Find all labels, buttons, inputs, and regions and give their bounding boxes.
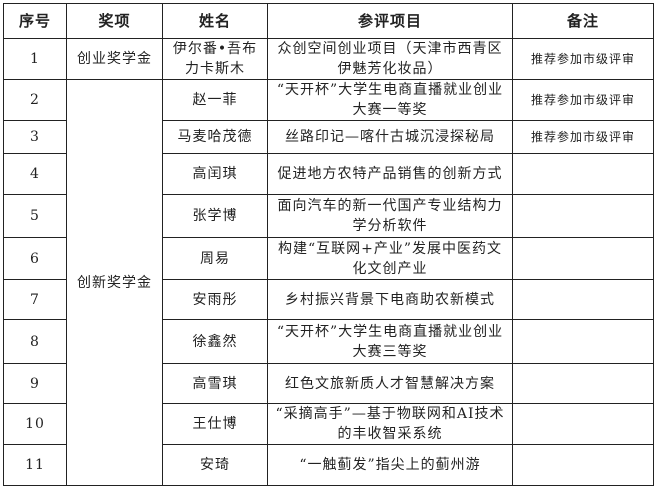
project-title: 乡村振兴背景下电商助农新模式 [267,279,513,320]
project-title: “天开杯”大学生电商直播就业创业大赛三等奖 [267,319,513,364]
table-row: 5 张学博 面向汽车的新一代国产专业结构力学分析软件 [3,194,654,238]
note [512,319,654,364]
row-number: 4 [3,153,67,195]
note [512,153,654,195]
row-number: 8 [3,319,67,364]
table-row: 1 创业奖学金 伊尔番•吾布力卡斯木 众创空间创业项目（天津市西青区伊魅芳化妆品） 推荐… [3,38,654,80]
student-name: 马麦哈茂德 [162,120,268,154]
project-title: 丝路印记—喀什古城沉浸探秘局 [267,120,513,154]
row-number: 6 [3,237,67,280]
project-title: 面向汽车的新一代国产专业结构力学分析软件 [267,194,513,238]
row-number: 5 [3,194,67,238]
project-title: 促进地方农特产品销售的创新方式 [267,153,513,195]
table-row: 2 创新奖学金 赵一菲 “天开杯”大学生电商直播就业创业大赛一等奖 推荐参加市级评审 [3,79,654,486]
note: 推荐参加市级评审 [512,120,654,154]
row-number: 3 [3,120,67,154]
project-title: “一触蓟发”指尖上的蓟州游 [267,444,513,486]
project-title: 构建“互联网+产业”发展中医药文化文创产业 [267,237,513,280]
row-number: 2 [3,79,67,121]
student-name: 安琦 [162,444,268,486]
header-name: 姓名 [162,3,268,39]
student-name: 高雪琪 [162,363,268,404]
row-number: 10 [3,403,67,445]
student-name: 赵一菲 [162,79,268,121]
project-title: “天开杯”大学生电商直播就业创业大赛一等奖 [267,79,513,121]
row-number: 9 [3,363,67,404]
note: 推荐参加市级评审 [512,38,654,80]
project-title: 红色文旅新质人才智慧解决方案 [267,363,513,404]
award-cell: 创业奖学金 [66,38,163,80]
row-number: 11 [3,444,67,486]
header-no: 序号 [3,3,67,39]
note: 推荐参加市级评审 [512,79,654,121]
student-name: 高闰琪 [162,153,268,195]
header-project: 参评项目 [267,3,513,39]
note [512,363,654,404]
table-row: 9 高雪琪 红色文旅新质人才智慧解决方案 [3,363,654,404]
note [512,194,654,238]
table-row: 8 徐鑫然 “天开杯”大学生电商直播就业创业大赛三等奖 [3,319,654,364]
table-row: 6 周易 构建“互联网+产业”发展中医药文化文创产业 [3,237,654,280]
table-row: 10 王仕博 “采摘高手”—基于物联网和AI技术的丰收智采系统 [3,403,654,445]
student-name: 周易 [162,237,268,280]
award-cell: 创新奖学金 [66,79,163,486]
header-award: 奖项 [66,3,163,39]
award-table: 序号 奖项 姓名 参评项目 备注 1 创业奖学金 伊尔番•吾布力卡斯木 众创空间创业项… [3,3,654,486]
note [512,279,654,320]
row-number: 7 [3,279,67,320]
student-name: 王仕博 [162,403,268,445]
table-row: 4 高闰琪 促进地方农特产品销售的创新方式 [3,153,654,195]
row-number: 1 [3,38,67,80]
project-title: 众创空间创业项目（天津市西青区伊魅芳化妆品） [267,38,513,80]
note [512,237,654,280]
note [512,403,654,445]
project-title: “采摘高手”—基于物联网和AI技术的丰收智采系统 [267,403,513,445]
student-name: 安雨彤 [162,279,268,320]
table-row: 7 安雨彤 乡村振兴背景下电商助农新模式 [3,279,654,320]
note [512,444,654,486]
header-row: 序号 奖项 姓名 参评项目 备注 [3,3,654,39]
student-name: 张学博 [162,194,268,238]
table-row: 11 安琦 “一触蓟发”指尖上的蓟州游 [3,444,654,486]
student-name: 伊尔番•吾布力卡斯木 [162,38,268,80]
student-name: 徐鑫然 [162,319,268,364]
header-note: 备注 [512,3,654,39]
